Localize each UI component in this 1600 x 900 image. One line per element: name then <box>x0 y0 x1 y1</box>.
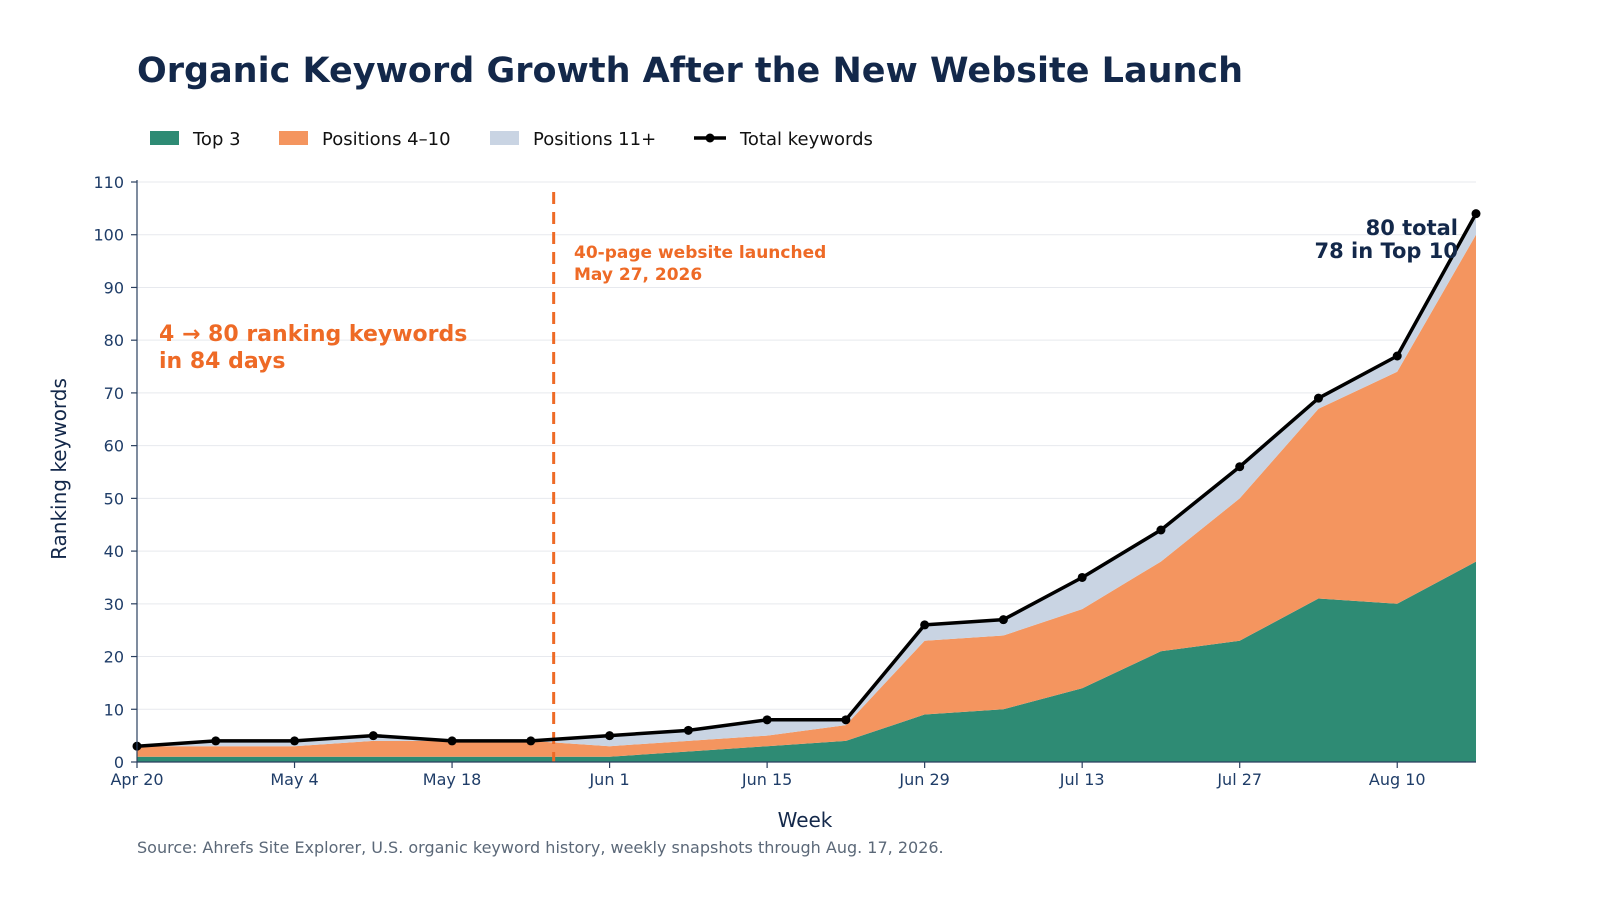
total-point-12 <box>1077 572 1087 582</box>
total-point-15 <box>1313 393 1323 403</box>
legend-swatch-positions-11plus <box>490 131 519 145</box>
y-tick-label-90: 90 <box>104 278 124 297</box>
y-tick-label-80: 80 <box>104 331 124 350</box>
y-tick-label-40: 40 <box>104 542 124 561</box>
x-tick-label-7: Jul 27 <box>1216 770 1262 789</box>
y-tick-label-30: 30 <box>104 595 124 614</box>
axes: 0 10 20 30 40 50 60 70 80 90 100 110 Apr 20 May 4 May … <box>93 173 1476 789</box>
y-tick-label-10: 10 <box>104 700 124 719</box>
total-point-1 <box>211 736 221 746</box>
total-keywords-line <box>136 212 1478 748</box>
growth-annotation: 4 → 80 ranking keywords in 84 days <box>159 322 467 374</box>
end-label-line1: 80 total <box>1366 216 1458 240</box>
launch-label-line1: 40-page website launched <box>574 243 826 263</box>
y-tick-label-110: 110 <box>93 173 124 192</box>
total-point-4 <box>447 736 457 746</box>
total-point-7 <box>683 725 693 735</box>
total-point-6 <box>605 731 615 741</box>
x-tick-label-5: Jun 29 <box>898 770 949 789</box>
total-point-9 <box>841 715 851 725</box>
y-tick-label-0: 0 <box>114 753 124 772</box>
legend-swatch-top3 <box>150 131 179 145</box>
x-axis-label: Week <box>778 808 833 832</box>
y-tick-label-20: 20 <box>104 648 124 667</box>
growth-label-line1: 4 → 80 ranking keywords <box>159 322 467 347</box>
total-line <box>132 209 1481 751</box>
legend-label-positions-4-10: Positions 4–10 <box>322 129 451 150</box>
launch-label-line2: May 27, 2026 <box>574 265 702 285</box>
total-point-8 <box>762 715 772 725</box>
legend-label-top3: Top 3 <box>192 129 241 150</box>
growth-label-line2: in 84 days <box>159 349 286 374</box>
x-tick-label-6: Jul 13 <box>1059 770 1105 789</box>
x-tick-label-3: Jun 1 <box>588 770 629 789</box>
launch-annotation: 40-page website launched May 27, 2026 <box>574 243 826 285</box>
total-point-5 <box>526 736 536 746</box>
total-point-11 <box>998 615 1008 625</box>
y-tick-label-100: 100 <box>93 226 124 245</box>
legend-swatch-positions-4-10 <box>279 131 308 145</box>
legend-label-positions-11plus: Positions 11+ <box>533 129 656 150</box>
y-axis-label: Ranking keywords <box>47 378 71 560</box>
source-note: Source: Ahrefs Site Explorer, U.S. organ… <box>137 838 944 857</box>
chart-title: Organic Keyword Growth After the New Web… <box>137 51 1243 91</box>
area-positions-4-10 <box>137 234 1476 757</box>
y-tick-label-70: 70 <box>104 384 124 403</box>
x-tick-label-1: May 4 <box>270 770 318 789</box>
total-point-2 <box>290 736 300 746</box>
x-tick-label-0: Apr 20 <box>110 770 163 789</box>
legend: Top 3 Positions 4–10 Positions 11+ Total… <box>150 129 873 150</box>
x-tick-label-8: Aug 10 <box>1369 770 1426 789</box>
gridlines <box>137 181 1476 763</box>
total-point-10 <box>920 620 930 630</box>
total-point-13 <box>1156 525 1166 535</box>
area-top3 <box>137 561 1476 762</box>
x-tick-label-4: Jun 15 <box>741 770 792 789</box>
legend-marker-total <box>705 133 715 143</box>
end-annotation: 80 total 78 in Top 10 <box>1314 216 1458 263</box>
total-point-3 <box>368 731 378 741</box>
total-point-14 <box>1235 462 1245 472</box>
legend-label-total: Total keywords <box>739 129 873 150</box>
y-tick-label-50: 50 <box>104 489 124 508</box>
total-point-16 <box>1392 351 1402 361</box>
stacked-areas <box>137 213 1476 762</box>
end-label-line2: 78 in Top 10 <box>1314 239 1458 263</box>
x-tick-label-2: May 18 <box>423 770 482 789</box>
total-point-17 <box>1471 209 1481 219</box>
y-tick-label-60: 60 <box>104 437 124 456</box>
